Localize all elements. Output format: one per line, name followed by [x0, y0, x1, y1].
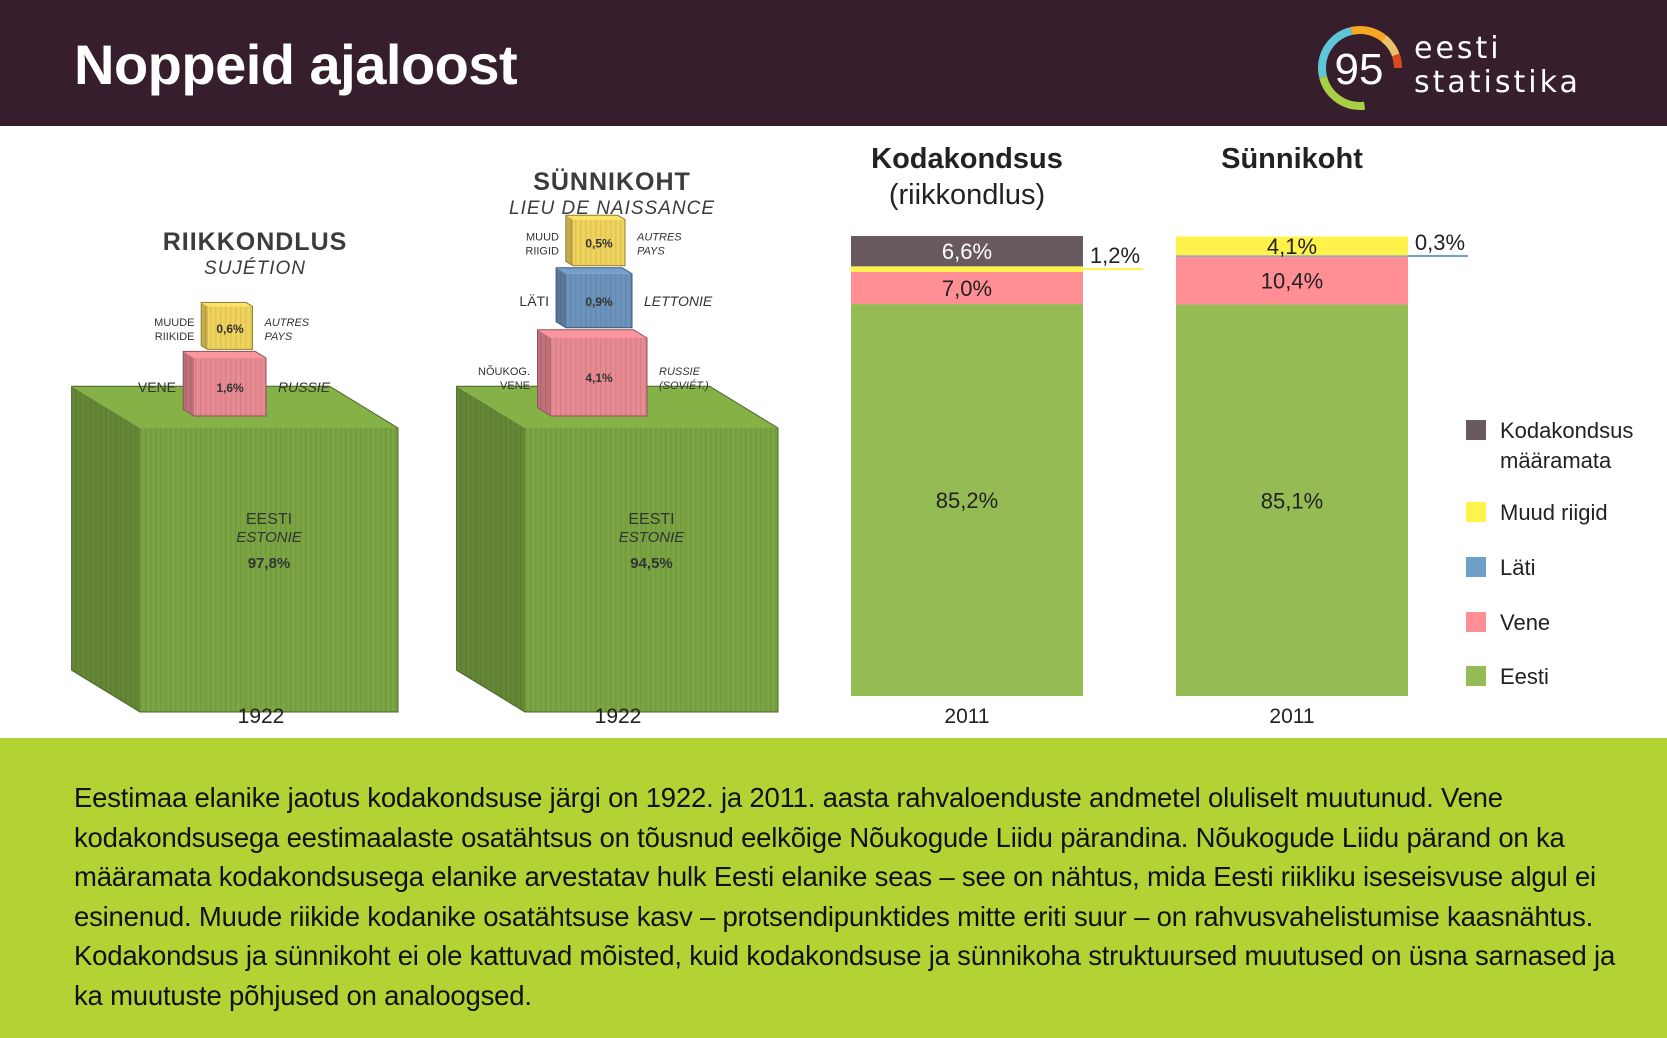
cube-label-right: LETTONIE	[644, 293, 713, 309]
legend-swatch-vene	[1466, 612, 1486, 632]
data-label-maaramata: 6,6%	[942, 239, 992, 264]
bar-segment-vene	[851, 271, 1083, 305]
cube-eesti	[71, 385, 399, 713]
data-label-vene: 10,4%	[1261, 269, 1323, 294]
cube-label-right: AUTRES	[264, 317, 310, 329]
year-label: 1922	[595, 705, 642, 728]
legend-label-maaramata: määramata	[1500, 448, 1612, 473]
logo-number: 95	[1335, 45, 1384, 94]
cube-label-left: RIIGID	[525, 246, 559, 258]
cube-value: 0,5%	[585, 237, 613, 251]
bar-segment-eesti	[1176, 304, 1408, 696]
cube-label-right: AUTRES	[636, 232, 682, 244]
data-label-eesti: 85,1%	[1261, 488, 1323, 513]
bar-segment-muud	[1176, 236, 1408, 256]
data-label-lati: 0,3%	[1415, 230, 1465, 255]
cube-label-fr: ESTONIE	[619, 529, 686, 546]
stacked-bar-chart-0: Kodakondsus (riikkondlus) 85,2% 7,0% 1,2% 6,6…	[851, 143, 1143, 728]
cube-label-right: RUSSIE	[278, 379, 331, 395]
stacked-bar-chart-1: Sünnikoht 85,1% 10,4% 0,3% 4,1% 2011	[1176, 143, 1468, 728]
cube-eesti	[456, 385, 779, 713]
cube-muud	[200, 302, 253, 350]
historical-subtitle: SUJÉTION	[204, 258, 306, 279]
legend-label-maaramata: Kodakondsus	[1500, 418, 1633, 443]
eesti-statistika-logo: 95 eesti statistika	[1310, 18, 1630, 118]
legend-label-vene: Vene	[1500, 610, 1550, 635]
cube-label: EESTI	[628, 511, 674, 528]
legend-swatch-eesti	[1466, 666, 1486, 686]
bar-segment-muud	[851, 266, 1083, 272]
historical-subtitle: LIEU DE NAISSANCE	[509, 198, 715, 219]
legend: Kodakondsus määramata Muud riigid Läti Vene E…	[1466, 418, 1633, 689]
cube-label-left: RIIKIDE	[155, 331, 195, 343]
cube-label-fr: ESTONIE	[236, 529, 303, 546]
data-label-vene: 7,0%	[942, 276, 992, 301]
cube-label-right: RUSSIE	[659, 366, 701, 378]
page-title: Noppeid ajaloost	[74, 33, 518, 96]
chart-title: Sünnikoht	[1221, 143, 1363, 175]
data-label-eesti: 85,2%	[936, 488, 998, 513]
historical-title: SÜNNIKOHT	[533, 167, 691, 196]
description-panel: Eestimaa elanike jaotus kodakondsuse jär…	[0, 738, 1667, 1038]
legend-swatch-muud	[1466, 502, 1486, 522]
cube-label-left: VENE	[500, 380, 530, 392]
cube-label-left: LÄTI	[519, 293, 549, 309]
legend-swatch-lati	[1466, 557, 1486, 577]
year-label: 2011	[944, 705, 989, 728]
bar-segment-maaramata	[851, 236, 1083, 267]
cube-label-right: (SOVIÉT.)	[659, 379, 709, 392]
logo-ring-icon: 95	[1318, 26, 1402, 110]
data-label-muud: 1,2%	[1090, 243, 1140, 268]
cube-vene	[182, 350, 267, 417]
cube-label-left: NÕUKOG.	[478, 365, 530, 378]
description-text: Eestimaa elanike jaotus kodakondsuse jär…	[74, 782, 1616, 1011]
bar-segment-eesti	[851, 304, 1083, 696]
chart-svg: RIIKKONDLUSSUJÉTIONEESTIESTONIE97,8%1,6%…	[71, 143, 1633, 728]
cube-lati	[555, 267, 633, 329]
chart-title: Kodakondsus	[871, 143, 1063, 175]
cube-value: 94,5%	[630, 555, 673, 572]
historical-title: RIIKKONDLUS	[163, 228, 348, 256]
cube-muud	[565, 214, 626, 267]
legend-label-eesti: Eesti	[1500, 664, 1549, 689]
legend-swatch-maaramata	[1466, 420, 1486, 440]
cube-label-right: PAYS	[637, 246, 665, 258]
chart-area: RIIKKONDLUS SUJÉTION EESTI ESTONIE 97,8% 1,6%…	[0, 126, 1667, 738]
year-label: 2011	[1269, 705, 1314, 728]
cube-label-left: MUUD	[526, 232, 559, 244]
cube-label-left: VENE	[138, 379, 176, 395]
cube-vene	[537, 329, 648, 417]
legend-label-lati: Läti	[1500, 555, 1535, 580]
cube-label-right: PAYS	[265, 331, 293, 343]
cube-value: 1,6%	[216, 381, 244, 395]
legend-label-muud: Muud riigid	[1500, 500, 1608, 525]
cube-value: 0,6%	[216, 322, 244, 336]
chart-subtitle: (riikkondlus)	[889, 179, 1045, 211]
cube-value: 97,8%	[248, 555, 291, 572]
header-bar: Noppeid ajaloost 95 eesti statistika	[0, 0, 1667, 126]
logo-text-line2: statistika	[1414, 65, 1581, 100]
cube-value: 4,1%	[585, 371, 613, 385]
data-label-muud: 4,1%	[1267, 234, 1317, 259]
cube-label-left: MUUDE	[154, 317, 194, 329]
cube-value: 0,9%	[585, 295, 613, 309]
year-label: 1922	[238, 705, 285, 728]
bar-segment-lati	[1176, 255, 1408, 257]
logo-text-line1: eesti	[1414, 31, 1502, 66]
cube-label: EESTI	[246, 511, 292, 528]
bar-segment-vene	[1176, 256, 1408, 305]
